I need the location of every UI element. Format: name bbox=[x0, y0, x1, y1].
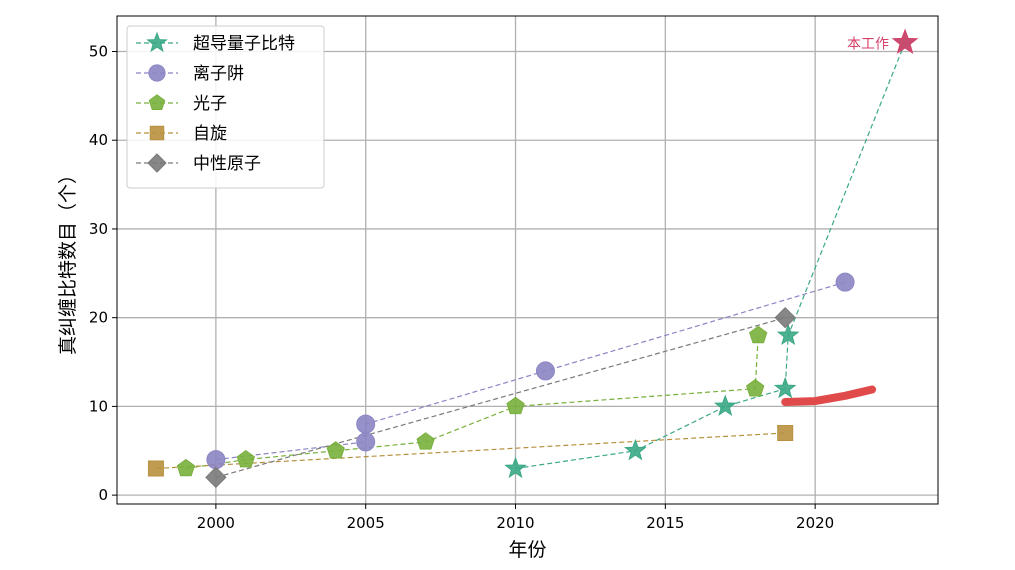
data-point-1 bbox=[535, 361, 555, 381]
data-point-4 bbox=[774, 306, 796, 329]
highlight-label: 本工作 bbox=[847, 37, 889, 53]
data-point-2 bbox=[326, 441, 345, 459]
y-tick-label: 50 bbox=[89, 42, 108, 60]
legend-marker-3 bbox=[149, 125, 165, 141]
highlight-star bbox=[891, 28, 919, 55]
data-point-2 bbox=[746, 379, 765, 397]
data-point-2 bbox=[749, 325, 768, 344]
trend-stroke bbox=[781, 385, 877, 406]
legend-label-1: 离子阱 bbox=[193, 64, 244, 84]
data-point-0 bbox=[713, 394, 737, 417]
data-point-0 bbox=[773, 376, 797, 399]
y-tick-label: 30 bbox=[89, 220, 108, 238]
data-point-0 bbox=[624, 438, 647, 461]
y-tick-label: 40 bbox=[89, 131, 108, 149]
legend-label-3: 自旋 bbox=[193, 124, 227, 144]
y-tick-label: 10 bbox=[89, 397, 108, 415]
plot-frame bbox=[116, 15, 939, 505]
data-point-3 bbox=[777, 425, 794, 442]
x-tick-label: 2020 bbox=[796, 514, 834, 532]
x-tick-label: 2015 bbox=[646, 514, 684, 532]
x-tick-label: 2005 bbox=[347, 514, 385, 532]
data-point-1 bbox=[835, 272, 855, 292]
series-line-0 bbox=[515, 42, 906, 470]
series-line-1 bbox=[215, 281, 846, 461]
legend-label-0: 超导量子比特 bbox=[193, 34, 295, 54]
x-axis-label: 年份 bbox=[508, 539, 546, 561]
data-point-2 bbox=[416, 432, 435, 450]
legend-marker-0 bbox=[146, 31, 168, 53]
legend-marker-2 bbox=[148, 94, 166, 111]
legend-label-2: 光子 bbox=[193, 94, 227, 114]
data-point-2 bbox=[506, 396, 525, 415]
data-point-4 bbox=[205, 466, 227, 489]
data-point-3 bbox=[147, 460, 164, 477]
data-point-1 bbox=[206, 450, 226, 470]
y-tick-label: 0 bbox=[98, 486, 108, 504]
data-point-1 bbox=[356, 432, 376, 452]
x-tick-label: 2000 bbox=[197, 514, 235, 532]
data-point-0 bbox=[776, 323, 800, 346]
series-line-4 bbox=[215, 317, 786, 478]
legend-marker-4 bbox=[147, 153, 167, 173]
legend-marker-1 bbox=[148, 64, 166, 82]
legend-box bbox=[126, 25, 325, 189]
y-axis-label: 真纠缠比特数目（个） bbox=[57, 165, 79, 355]
ticks: 2000 2005 2010 2015 2020 0 10 20 30 40 50 bbox=[89, 42, 834, 532]
y-tick-label: 20 bbox=[89, 309, 108, 327]
data-point-2 bbox=[176, 458, 196, 477]
series-line-2 bbox=[185, 335, 759, 470]
data-point-2 bbox=[236, 450, 255, 468]
data-point-1 bbox=[356, 414, 376, 434]
annotation-layer: 本工作 bbox=[847, 28, 919, 55]
x-tick-label: 2010 bbox=[496, 514, 534, 532]
series-line-3 bbox=[155, 432, 786, 470]
data-point-0 bbox=[504, 456, 527, 479]
legend-label-4: 中性原子 bbox=[193, 154, 261, 174]
